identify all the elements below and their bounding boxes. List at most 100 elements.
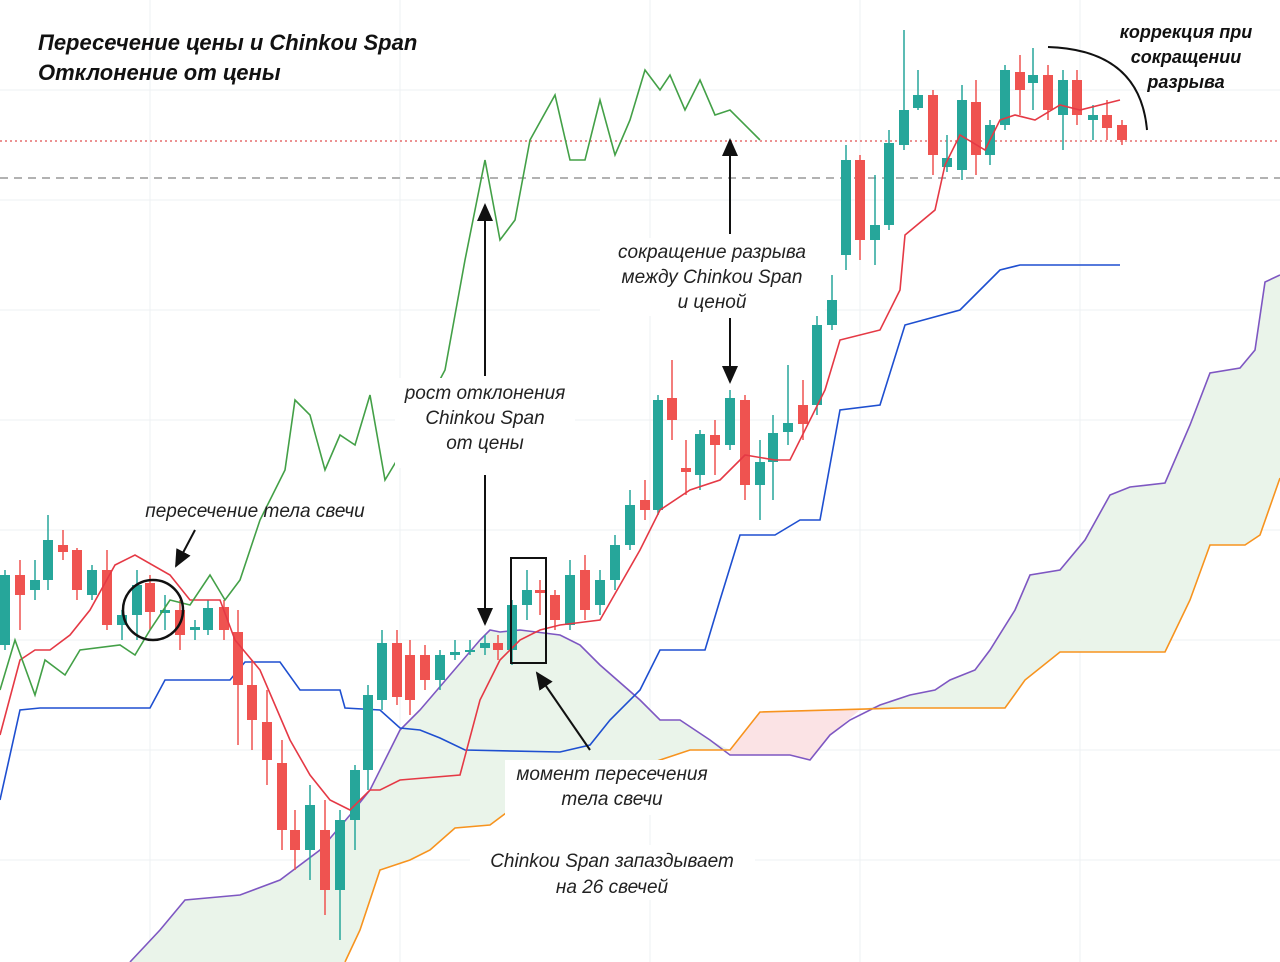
- candle-body: [1015, 72, 1025, 90]
- span-b: [344, 477, 1280, 962]
- candle-body: [681, 468, 691, 472]
- candle-body: [335, 820, 345, 890]
- candle-body: [493, 643, 503, 650]
- candle-body: [30, 580, 40, 590]
- candle-body: [305, 805, 315, 850]
- candle-body: [1058, 80, 1068, 115]
- candle-body: [102, 570, 112, 625]
- candle-body: [884, 143, 894, 225]
- candle-body: [87, 570, 97, 595]
- annotation: тела свечи: [561, 789, 663, 810]
- highlight-box: [510, 557, 547, 664]
- candle-body: [695, 434, 705, 475]
- label-bg: [470, 845, 755, 900]
- span-a: [129, 274, 1280, 962]
- candle-body: [72, 550, 82, 590]
- annotation: коррекция при: [1120, 22, 1252, 42]
- candle-body: [740, 400, 750, 485]
- candle-body: [435, 655, 445, 680]
- candle-body: [1072, 80, 1082, 115]
- candle-body: [899, 110, 909, 145]
- candle-body: [1000, 70, 1010, 125]
- candle-body: [1043, 75, 1053, 110]
- cloud-bull: [860, 275, 1280, 710]
- bracket-arc: [1047, 46, 1148, 131]
- candle-body: [465, 650, 475, 652]
- candle-body: [667, 398, 677, 420]
- candle-body: [957, 100, 967, 170]
- candle-body: [625, 505, 635, 545]
- candle-body: [971, 102, 981, 155]
- candle-body: [550, 595, 560, 620]
- candle-body: [203, 608, 213, 630]
- candle-body: [190, 627, 200, 630]
- candle-body: [610, 545, 620, 580]
- chinkou-line: [0, 68, 761, 698]
- highlight-circle: [121, 578, 185, 642]
- annotation: от цены: [446, 433, 524, 454]
- candle-body: [43, 540, 53, 580]
- candle-body: [522, 590, 532, 605]
- candle-body: [565, 575, 575, 625]
- candle-body: [812, 325, 822, 405]
- annotation: между Chinkou Span: [622, 267, 803, 288]
- candle-body: [290, 830, 300, 850]
- annotation: рост отклонения: [404, 383, 566, 404]
- annotation: момент пересечения: [516, 764, 707, 785]
- candle-body: [768, 433, 778, 462]
- candle-body: [262, 722, 272, 760]
- arrow: [535, 671, 591, 751]
- candle-body: [827, 300, 837, 325]
- arrow: [175, 529, 196, 568]
- annotation: сокращении: [1131, 47, 1241, 67]
- candle-body: [755, 462, 765, 485]
- annotation: и ценой: [678, 292, 747, 313]
- candle-body: [1117, 125, 1127, 140]
- candle-body: [405, 655, 415, 700]
- cloud-bear: [730, 710, 860, 760]
- candles: [0, 30, 1127, 940]
- candle-body: [1102, 115, 1112, 128]
- title: Отклонение от цены: [38, 60, 281, 85]
- tenkan-line: [0, 99, 1121, 811]
- candle-body: [841, 160, 851, 255]
- candle-body: [580, 570, 590, 610]
- candle-body: [870, 225, 880, 240]
- candle-body: [913, 95, 923, 108]
- candle-body: [392, 643, 402, 697]
- annotation: сокращение разрыва: [618, 242, 806, 263]
- candle-body: [1088, 115, 1098, 120]
- candle-body: [725, 398, 735, 445]
- candle-body: [653, 400, 663, 510]
- candle-body: [640, 500, 650, 510]
- label-bg: [395, 378, 575, 468]
- candle-body: [928, 95, 938, 155]
- candle-body: [117, 615, 127, 625]
- cloud-bull: [130, 630, 730, 962]
- candle-body: [247, 685, 257, 720]
- candle-body: [58, 545, 68, 552]
- candle-body: [377, 643, 387, 700]
- candle-body: [320, 830, 330, 890]
- candle-body: [132, 585, 142, 615]
- candle-body: [710, 435, 720, 445]
- candle-body: [420, 655, 430, 680]
- candle-body: [145, 583, 155, 612]
- candle-body: [350, 770, 360, 820]
- candle-body: [798, 405, 808, 424]
- title: Пересечение цены и Chinkou Span: [38, 30, 417, 55]
- candle-body: [363, 695, 373, 770]
- candle-body: [15, 575, 25, 595]
- label-bg: [505, 760, 720, 815]
- candle-body: [595, 580, 605, 605]
- candle-body: [535, 590, 545, 593]
- annotation: на 26 свечей: [556, 877, 669, 898]
- candle-body: [277, 763, 287, 830]
- candle-body: [160, 610, 170, 613]
- candle-body: [783, 423, 793, 432]
- candle-body: [855, 160, 865, 240]
- label-bg: [600, 238, 825, 316]
- candle-body: [219, 607, 229, 630]
